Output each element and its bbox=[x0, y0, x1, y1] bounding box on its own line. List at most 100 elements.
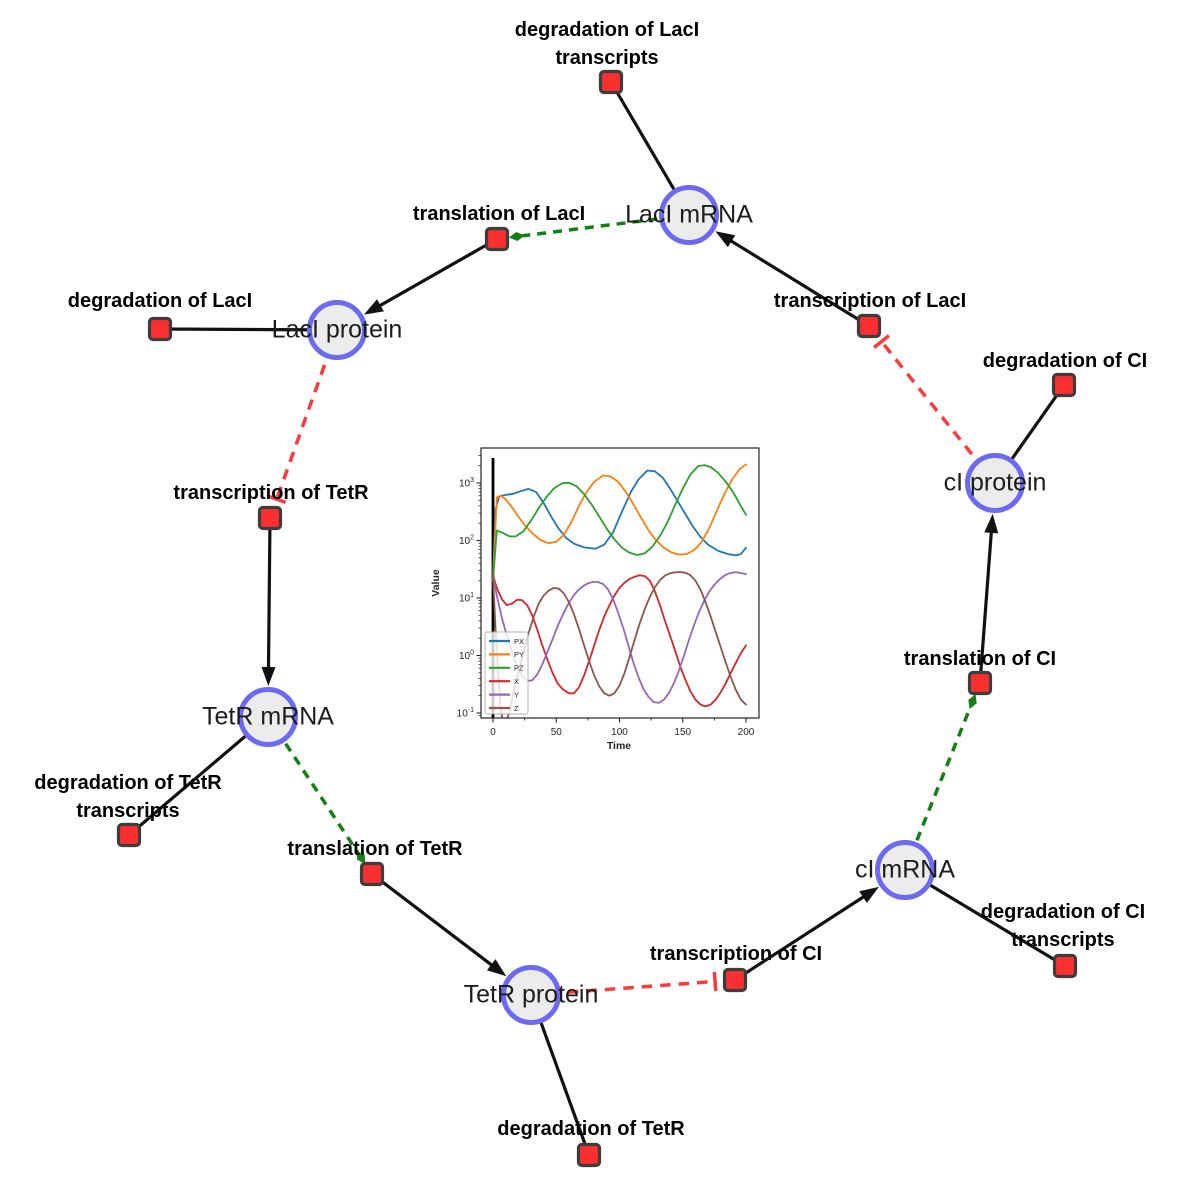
reaction-label-line: degradation of TetR bbox=[34, 772, 222, 794]
reaction-node-deg_ci bbox=[1051, 372, 1077, 398]
edge-tetr_protein-transc_ci bbox=[530, 979, 716, 997]
edge-tetr_mrna-transl_tetr-diamond-icon bbox=[356, 850, 366, 864]
edge-transl_ci-ci_protein-arrowhead-icon bbox=[984, 513, 999, 534]
chart-xlabel: Time bbox=[607, 740, 631, 752]
chart-legend-label-PZ: PZ bbox=[514, 664, 524, 673]
reaction-label-line: degradation of CI bbox=[982, 350, 1148, 372]
edge-ci_mrna-deg_ci_tx bbox=[904, 868, 1066, 968]
reaction-label-deg_ci: degradation of CI bbox=[983, 347, 1147, 375]
reaction-label-deg_laci: degradation of LacI bbox=[68, 287, 252, 315]
species-node-ci_protein bbox=[965, 453, 1025, 513]
reaction-label-line: translation of TetR bbox=[287, 838, 463, 860]
edge-laci_protein-transc_tetr-tee-icon bbox=[267, 494, 287, 504]
reaction-node-deg_tetr_tx bbox=[116, 822, 142, 848]
reaction-label-line: transcripts bbox=[555, 47, 659, 69]
chart-legend-label-Z: Z bbox=[514, 704, 519, 713]
edge-transc_laci-laci_mrna-arrowhead-icon bbox=[715, 231, 736, 248]
chart-x-tick-label: 200 bbox=[738, 727, 755, 738]
chart-x-tick-label: 150 bbox=[674, 727, 691, 738]
species-label-laci_protein: LacI protein bbox=[271, 315, 403, 344]
edge-laci_mrna-transl_laci-diamond-icon bbox=[508, 232, 525, 241]
edge-transl_tetr-tetr_protein bbox=[371, 872, 498, 971]
species-node-tetr_mrna bbox=[238, 687, 298, 747]
edge-tetr_protein-transc_ci-tee-icon bbox=[712, 971, 718, 992]
chart-x-tick-label: 100 bbox=[611, 727, 628, 738]
reaction-label-deg_tetr: degradation of TetR bbox=[497, 1115, 684, 1143]
reaction-label-line: transcripts bbox=[76, 800, 180, 822]
reaction-label-line: degradation of TetR bbox=[497, 1118, 685, 1140]
chart-series-Y bbox=[492, 571, 747, 704]
edge-transl_ci-ci_protein bbox=[978, 525, 994, 684]
chart-y-tick-label: 101 bbox=[459, 592, 474, 605]
edge-transc_tetr-tetr_mrna-arrowhead-icon bbox=[261, 666, 276, 687]
edge-tetr_mrna-deg_tetr_tx bbox=[127, 715, 270, 837]
edge-transl_laci-laci_protein bbox=[373, 237, 498, 311]
reaction-label-line: transcription of CI bbox=[649, 943, 823, 965]
edge-ci_protein-transc_laci-tee-icon bbox=[873, 334, 891, 349]
species-label-tetr_protein: TetR protein bbox=[463, 980, 599, 1009]
reaction-node-deg_tetr bbox=[576, 1142, 602, 1168]
reaction-label-line: transcription of LacI bbox=[773, 290, 967, 312]
reaction-node-transc_tetr bbox=[257, 505, 283, 531]
edge-transc_tetr-tetr_mrna bbox=[266, 517, 272, 675]
reaction-label-deg_tetr_tx: degradation of TetR transcripts bbox=[34, 769, 221, 825]
chart-series-PY bbox=[492, 463, 747, 582]
chart-y-tick-label: 102 bbox=[459, 535, 474, 548]
edge-transc_ci-ci_mrna-arrowhead-icon bbox=[859, 886, 879, 904]
species-label-laci_mrna: LacI mRNA bbox=[625, 200, 753, 229]
reaction-node-transl_tetr bbox=[359, 861, 385, 887]
species-node-ci_mrna bbox=[875, 840, 935, 900]
reaction-node-deg_laci_tx bbox=[598, 69, 624, 95]
chart-y-tick-label: 100 bbox=[459, 650, 474, 663]
reaction-label-line: transcripts bbox=[1011, 929, 1115, 951]
edge-ci_mrna-transl_ci bbox=[903, 706, 972, 871]
reaction-node-transl_laci bbox=[484, 226, 510, 252]
reaction-label-line: degradation of CI bbox=[980, 901, 1146, 923]
edge-transc_ci-ci_mrna bbox=[734, 892, 870, 982]
chart-legend: PX PY PZ XYZ bbox=[484, 631, 529, 715]
chart-legend-label-PX: PX bbox=[514, 637, 524, 646]
edge-transl_tetr-tetr_protein-arrowhead-icon bbox=[486, 959, 507, 977]
chart-ylabel: Value bbox=[430, 569, 442, 597]
species-node-tetr_protein bbox=[501, 965, 561, 1025]
chart-x-tick-label: 0 bbox=[490, 727, 496, 738]
reaction-node-transl_ci bbox=[967, 670, 993, 696]
chart-series-PX bbox=[492, 469, 747, 582]
chart-x-tick-label: 50 bbox=[551, 727, 563, 738]
reaction-label-line: translation of LacI bbox=[412, 203, 586, 225]
reaction-label-transl_ci: translation of CI bbox=[904, 645, 1056, 673]
reaction-label-deg_ci_tx: degradation of CI transcripts bbox=[981, 898, 1145, 954]
reaction-label-deg_laci_tx: degradation of LacI transcripts bbox=[515, 16, 699, 72]
reaction-label-transc_laci: transcription of LacI bbox=[774, 287, 966, 315]
chart-legend-label-Y: Y bbox=[514, 690, 519, 699]
species-label-tetr_mrna: TetR mRNA bbox=[202, 702, 334, 731]
reaction-node-transc_ci bbox=[722, 967, 748, 993]
reaction-label-line: degradation of LacI bbox=[514, 19, 700, 41]
edge-laci_protein-transc_tetr bbox=[275, 329, 339, 500]
reaction-label-transl_tetr: translation of TetR bbox=[287, 835, 462, 863]
chart-legend-label-X: X bbox=[514, 677, 519, 686]
reaction-label-line: degradation of LacI bbox=[67, 290, 253, 312]
species-label-ci_mrna: cI mRNA bbox=[855, 855, 955, 884]
reaction-label-transl_laci: translation of LacI bbox=[413, 200, 585, 228]
edge-laci_mrna-transl_laci bbox=[522, 213, 690, 238]
edge-ci_protein-transc_laci bbox=[880, 340, 997, 485]
chart-legend-label-PY: PY bbox=[514, 650, 524, 659]
reaction-node-transc_laci bbox=[856, 313, 882, 339]
edge-ci_mrna-transl_ci-diamond-icon bbox=[968, 694, 977, 709]
reaction-label-transc_tetr: transcription of TetR bbox=[173, 479, 368, 507]
edge-tetr_mrna-transl_tetr bbox=[266, 716, 360, 854]
chart-series-PZ bbox=[492, 464, 747, 582]
time-series-chart: 0 50 100 150 20010-1100101102103TimeValuePXP… bbox=[430, 447, 760, 752]
chart-y-tick-label: 103 bbox=[459, 477, 474, 490]
species-node-laci_protein bbox=[307, 300, 367, 360]
reaction-node-deg_ci_tx bbox=[1052, 953, 1078, 979]
edge-transl_laci-laci_protein-arrowhead-icon bbox=[363, 299, 384, 315]
reaction-label-line: translation of CI bbox=[903, 648, 1057, 670]
chart-y-tick-label: 10-1 bbox=[457, 707, 474, 720]
reaction-label-transc_ci: transcription of CI bbox=[650, 940, 822, 968]
species-node-laci_mrna bbox=[659, 185, 719, 245]
reaction-label-line: transcription of TetR bbox=[173, 482, 369, 504]
